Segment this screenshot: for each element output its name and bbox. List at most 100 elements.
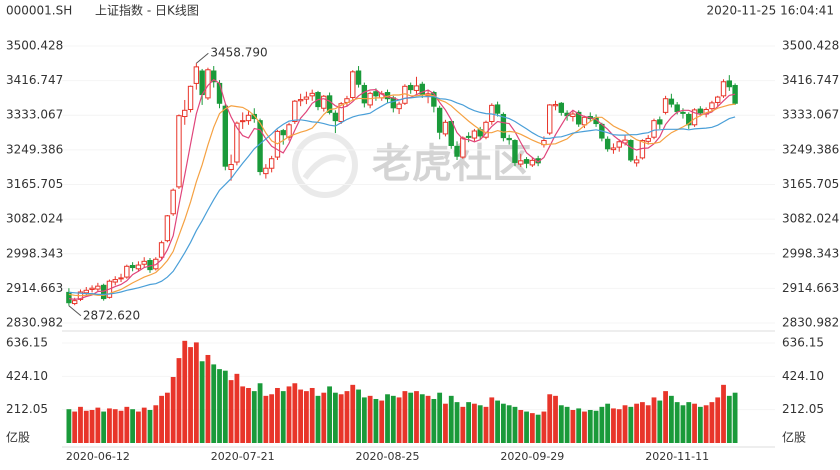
candle-body — [263, 167, 269, 175]
candle-body — [651, 120, 657, 138]
candle-body — [419, 83, 425, 95]
volume-bar — [257, 383, 263, 443]
volume-tick-label: 424.10 — [782, 369, 824, 383]
volume-bar — [118, 410, 124, 443]
volume-bar — [466, 402, 472, 443]
volume-bar — [448, 395, 454, 443]
candle-body — [680, 111, 686, 114]
volume-bar — [390, 395, 396, 443]
volume-bar — [164, 392, 170, 443]
volume-bar — [286, 386, 292, 443]
y-tick-label: 3500.428 — [6, 39, 63, 53]
candle-body — [338, 103, 344, 122]
candle-body — [355, 70, 362, 85]
volume-bar — [199, 361, 205, 443]
volume-bar — [605, 403, 611, 443]
volume-bar — [315, 395, 321, 443]
candle-body — [610, 147, 617, 151]
volume-bar — [703, 405, 709, 443]
x-tick-label: 2020-11-11 — [645, 450, 709, 463]
volume-bar — [454, 402, 460, 443]
candle-body — [112, 279, 118, 283]
volume-bar — [327, 386, 332, 443]
volume-bar — [692, 403, 697, 443]
volume-bar — [251, 391, 257, 443]
chart-title: 上证指数 - 日K线图 — [95, 3, 199, 18]
volume-bar — [124, 406, 130, 443]
volume-unit: 亿股 — [6, 430, 30, 445]
candle-body — [552, 104, 559, 107]
symbol: 000001.SH — [6, 4, 72, 18]
y-tick-label: 2998.343 — [782, 246, 839, 260]
volume-tick-label: 636.15 — [782, 336, 824, 350]
volume-bar — [518, 409, 524, 443]
volume-bar — [211, 364, 217, 443]
candle-body — [628, 140, 634, 161]
volume-bar — [576, 408, 582, 443]
volume-bar — [112, 409, 118, 443]
volume-bar — [495, 400, 500, 443]
y-tick-label: 3333.067 — [782, 108, 839, 122]
volume-bar — [541, 411, 547, 443]
candle-body — [129, 264, 136, 269]
volume-bar — [309, 387, 315, 443]
volume-bar — [176, 358, 182, 443]
volume-bar — [570, 409, 576, 443]
candle-body — [361, 84, 368, 104]
candle-body — [720, 81, 727, 97]
candle-body — [268, 158, 275, 169]
candle-body — [407, 84, 414, 91]
candle-body — [211, 70, 217, 83]
volume-bar — [396, 397, 402, 443]
volume-bar — [136, 411, 141, 443]
volume-bar — [558, 405, 564, 443]
candle-body — [570, 113, 576, 118]
volume-bar — [414, 391, 419, 443]
y-tick-label: 3249.386 — [782, 142, 839, 156]
candle-body — [581, 116, 588, 126]
volume-bar — [130, 409, 136, 443]
y-tick-label: 2830.982 — [782, 316, 839, 330]
candle-body — [726, 80, 733, 88]
volume-bar — [332, 392, 338, 443]
x-tick-label: 2020-07-21 — [211, 450, 275, 463]
volume-bar — [634, 403, 640, 443]
candle-body — [176, 115, 182, 188]
volume-bar — [153, 405, 159, 443]
candle-body — [118, 277, 124, 280]
volume-bar — [379, 400, 385, 443]
candle-body — [436, 107, 443, 133]
candle-body — [182, 109, 188, 118]
volume-bar — [298, 389, 304, 443]
candle-body — [193, 66, 200, 84]
candle-body — [442, 121, 449, 135]
volume-bar — [535, 414, 541, 443]
volume-bar — [506, 405, 512, 443]
candle-body — [616, 141, 622, 148]
watermark-logo — [292, 132, 358, 198]
volume-bar — [280, 391, 286, 443]
volume-bar — [234, 373, 240, 443]
candle-body — [471, 130, 478, 139]
candle-body — [286, 124, 292, 138]
candle-body — [523, 159, 530, 164]
volume-bar — [263, 395, 269, 443]
candle-body — [547, 104, 553, 134]
candle-body — [604, 138, 611, 150]
candle-body — [332, 112, 339, 122]
volume-bar — [564, 406, 570, 443]
volume-bar — [674, 402, 680, 443]
volume-bar — [715, 397, 721, 443]
volume-bar — [593, 410, 599, 443]
x-tick-label: 2020-06-12 — [66, 450, 130, 463]
volume-bar — [547, 394, 553, 443]
candle-body — [662, 98, 669, 113]
volume-bar — [524, 411, 529, 443]
candle-body — [431, 92, 437, 107]
volume-bar — [663, 391, 668, 443]
volume-bar — [78, 406, 83, 443]
volume-bar — [431, 398, 437, 443]
volume-bar — [616, 409, 622, 443]
